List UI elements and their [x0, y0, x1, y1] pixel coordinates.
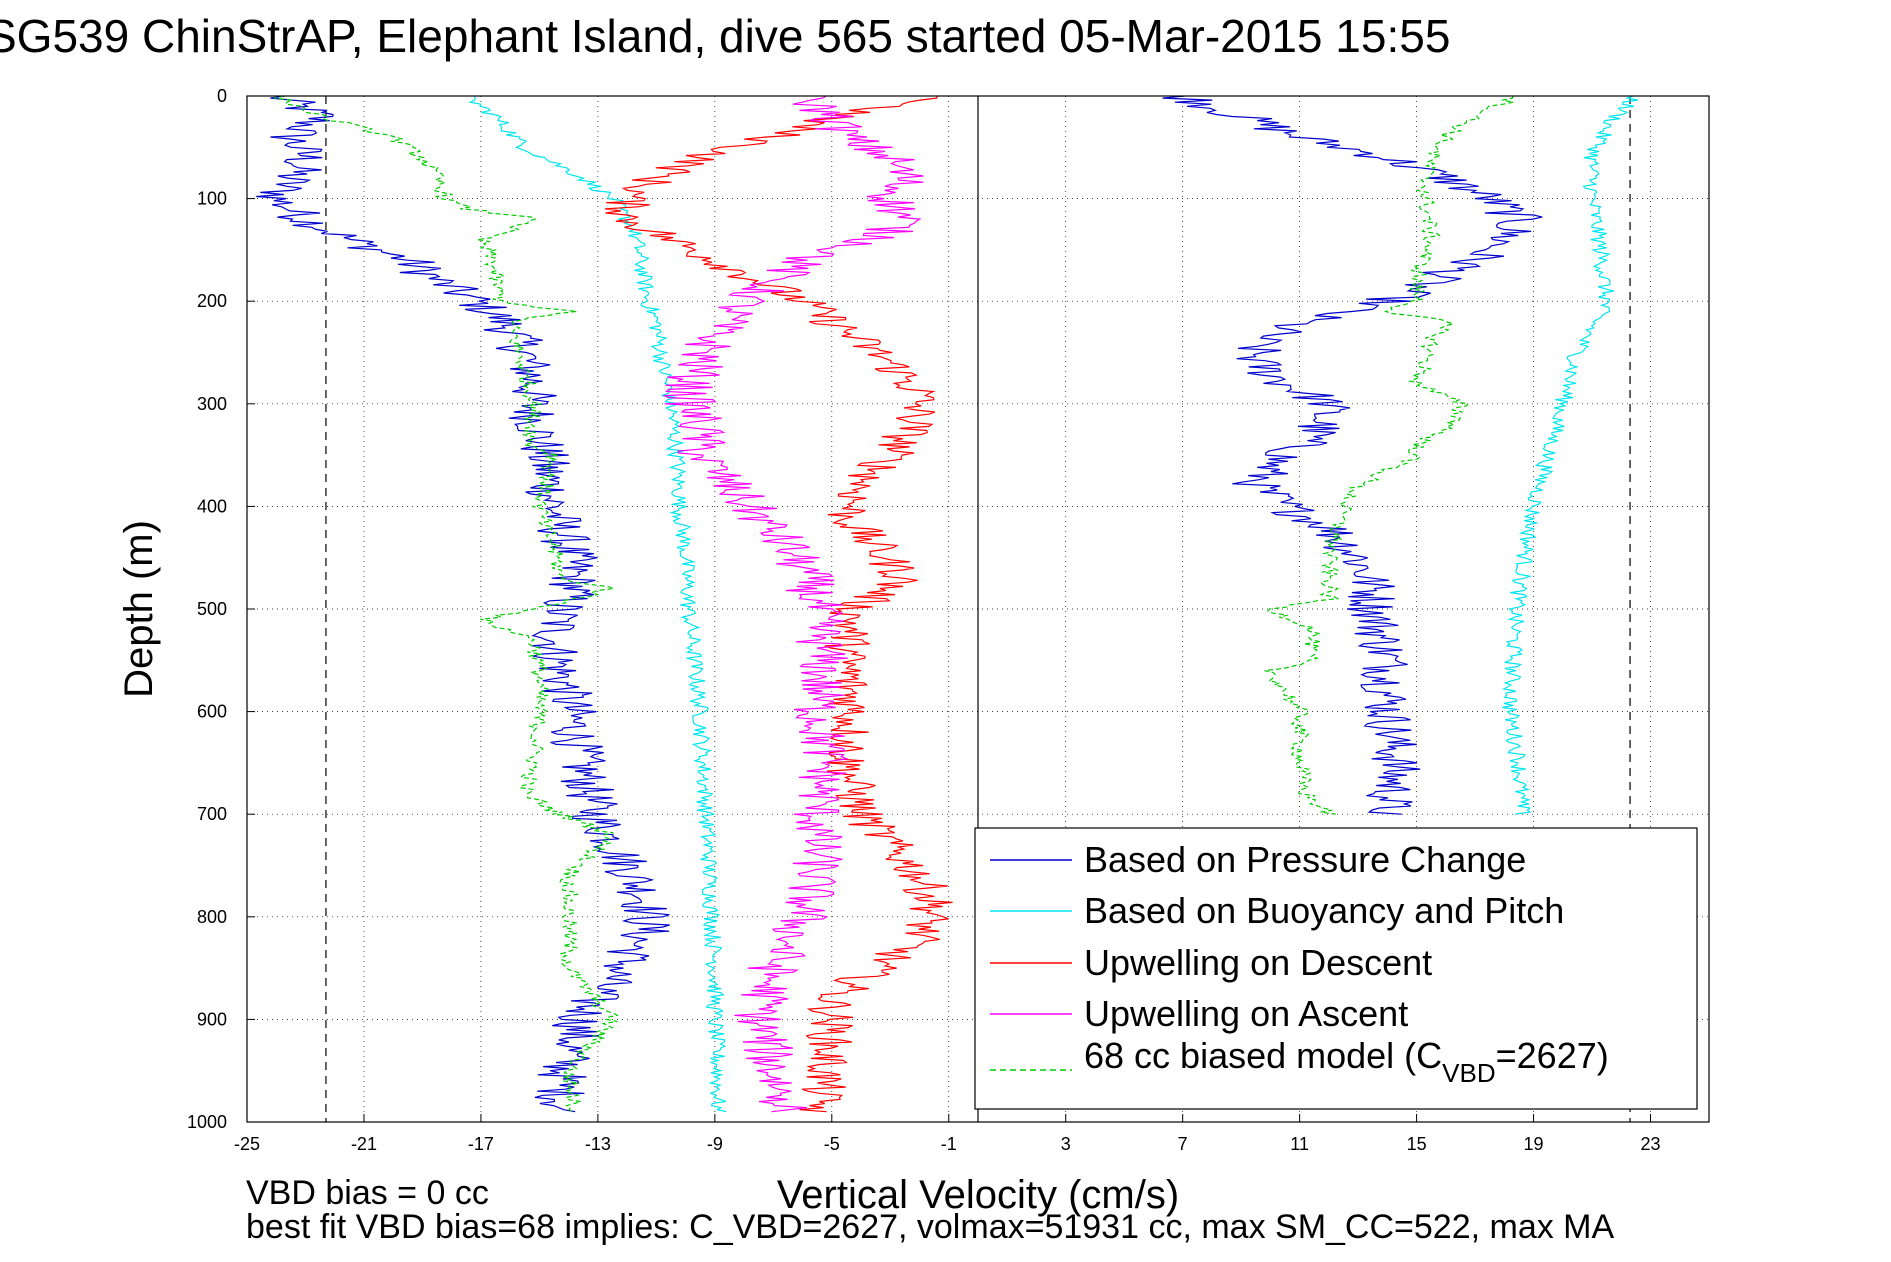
- y-tick-label: 500: [197, 599, 227, 619]
- x-tick-label: -21: [351, 1134, 377, 1154]
- x-tick-label: 11: [1290, 1134, 1309, 1154]
- series-4-descent-line: [273, 95, 619, 1113]
- series-0: [256, 95, 1543, 1113]
- y-tick-label: 600: [197, 702, 227, 722]
- x-tick-label: -25: [234, 1134, 260, 1154]
- x-tick-label: -9: [707, 1134, 723, 1154]
- legend-label-ascent: Upwelling on Ascent: [1084, 993, 1408, 1034]
- x-tick-label: -5: [824, 1134, 840, 1154]
- x-tick-label: 7: [1178, 1134, 1188, 1154]
- legend-label-model: 68 cc biased model (CVBD=2627): [1084, 1035, 1609, 1088]
- legend-model-sub: VBD: [1442, 1058, 1495, 1088]
- legend-box: [974, 827, 1698, 1110]
- x-axis-ticks: -25 -21 -17 -13 -9 -5 -1 3 7 11 15 19 23: [234, 1114, 1661, 1154]
- x-tick-label: 23: [1641, 1134, 1661, 1154]
- series-0-descent-line: [256, 95, 670, 1113]
- annotation-best-fit: best fit VBD bias=68 implies: C_VBD=2627…: [246, 1208, 1615, 1246]
- y-axis-ticks: 0 100 200 300 400 500 600 700 800 900 1000: [187, 86, 255, 1132]
- series-4: [273, 95, 1514, 1113]
- series-2-profile-line: [604, 95, 953, 1113]
- series-1: [468, 95, 1639, 1113]
- y-tick-label: 200: [197, 291, 227, 311]
- x-tick-label: -17: [468, 1134, 494, 1154]
- chart-title: SG539 ChinStrAP, Elephant Island, dive 5…: [0, 10, 1450, 62]
- series-1-descent-line: [468, 95, 727, 1113]
- y-tick-label: 900: [197, 1009, 227, 1029]
- x-tick-label: 3: [1061, 1134, 1071, 1154]
- legend-model-main: 68 cc biased model (C: [1084, 1035, 1442, 1076]
- y-tick-label: 800: [197, 907, 227, 927]
- x-tick-label: -13: [585, 1134, 611, 1154]
- y-axis-label: Depth (m): [117, 520, 161, 698]
- legend-label-buoyancy: Based on Buoyancy and Pitch: [1084, 890, 1564, 931]
- y-tick-label: 0: [217, 86, 227, 106]
- y-tick-label: 300: [197, 394, 227, 414]
- legend-label-descent: Upwelling on Descent: [1084, 942, 1432, 983]
- series-0-ascent-line: [1162, 95, 1543, 815]
- x-tick-label: 15: [1407, 1134, 1427, 1154]
- series-4-ascent-line: [1264, 95, 1514, 815]
- annotation-vbd-bias: VBD bias = 0 cc: [246, 1174, 489, 1212]
- y-tick-label: 100: [197, 189, 227, 209]
- legend-label-pressure: Based on Pressure Change: [1084, 839, 1526, 880]
- y-tick-label: 400: [197, 496, 227, 516]
- series-layer: [256, 95, 1639, 1113]
- legend-model-tail: =2627): [1496, 1035, 1609, 1076]
- series-3: [662, 95, 924, 1113]
- y-tick-label: 1000: [187, 1112, 227, 1132]
- x-tick-label: 19: [1524, 1134, 1544, 1154]
- x-tick-label: -1: [941, 1134, 957, 1154]
- series-3-profile-line: [662, 95, 924, 1113]
- series-2: [604, 95, 953, 1113]
- series-1-ascent-line: [1501, 95, 1639, 815]
- legend: Based on Pressure Change Based on Buoyan…: [974, 827, 1698, 1110]
- y-tick-label: 700: [197, 804, 227, 824]
- x-axis-label: Vertical Velocity (cm/s): [777, 1173, 1179, 1217]
